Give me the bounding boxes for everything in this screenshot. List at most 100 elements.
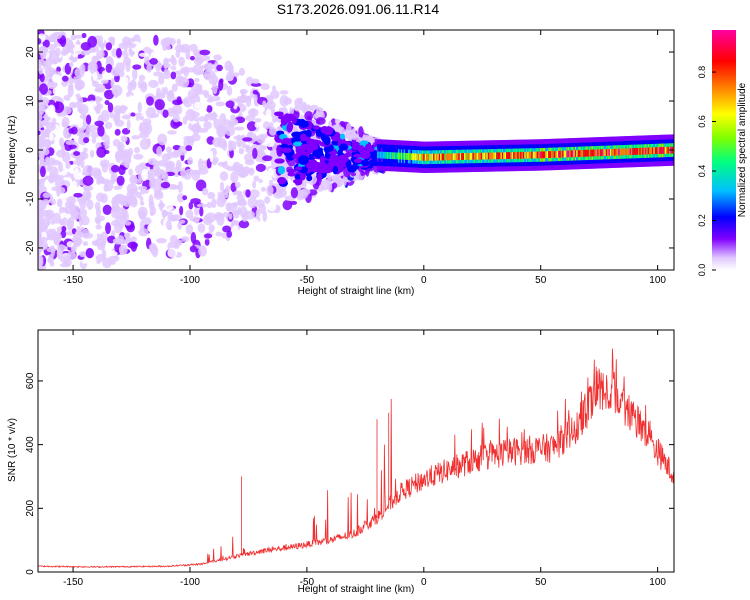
- heatmap-blob: [62, 217, 68, 227]
- heatmap-blob: [126, 119, 131, 131]
- heatmap-blob: [87, 100, 98, 107]
- heatmap-blob: [201, 89, 209, 96]
- colorbar-tick-label: 0.8: [697, 66, 707, 79]
- heatmap-blob: [38, 37, 42, 45]
- heatmap-blob: [172, 99, 183, 106]
- heatmap-blob: [248, 108, 259, 117]
- heatmap-line-cell: [649, 147, 652, 155]
- heatmap-blob: [49, 132, 54, 142]
- heatmap-line-cell: [637, 147, 641, 155]
- heatmap-blob: [198, 245, 207, 257]
- heatmap-line-cell: [421, 153, 425, 161]
- heatmap-blob: [163, 63, 171, 69]
- heatmap-blob: [90, 131, 100, 138]
- heatmap-blob: [80, 42, 92, 51]
- heatmap-blob: [358, 126, 364, 138]
- heatmap-line-cell: [441, 153, 444, 161]
- heatmap-line-cell: [647, 147, 651, 155]
- heatmap-line-cell: [560, 150, 564, 158]
- heatmap-line-cell: [597, 149, 600, 157]
- heatmap-blob: [258, 178, 263, 184]
- heatmap-blob: [131, 135, 141, 140]
- snr-ytick-label: 200: [25, 500, 36, 517]
- heatmap-blob: [266, 101, 276, 110]
- heatmap-blob: [83, 147, 88, 153]
- heatmap-blob: [219, 125, 227, 135]
- heatmap-blob: [260, 144, 267, 151]
- heatmap-line-cell: [391, 152, 394, 160]
- heatmap-blob: [147, 158, 158, 166]
- heatmap-blob: [79, 63, 86, 74]
- heatmap-blob: [138, 115, 145, 121]
- heatmap-blob: [81, 32, 87, 39]
- heatmap-blob: [50, 198, 57, 206]
- heatmap-line-cell: [518, 151, 521, 159]
- heatmap-line-cell: [504, 152, 507, 160]
- heatmap-line-cell: [440, 153, 443, 161]
- heatmap-blob: [162, 171, 169, 182]
- heatmap-blob: [299, 133, 307, 141]
- heatmap-blob: [96, 146, 107, 158]
- heatmap-line-cell: [656, 147, 659, 155]
- heatmap-blob: [255, 163, 266, 172]
- heatmap-blob: [253, 93, 258, 106]
- heatmap-blob: [225, 100, 235, 108]
- heatmap-blob: [50, 220, 55, 225]
- heatmap-blob: [107, 102, 114, 113]
- heatmap-line-cell: [490, 152, 493, 160]
- heatmap-blob: [342, 174, 347, 186]
- heatmap-blob: [121, 36, 131, 46]
- heatmap-line-cell: [595, 149, 599, 157]
- heatmap-blob: [46, 247, 57, 253]
- heatmap-blob: [73, 151, 81, 156]
- heatmap-blob: [51, 186, 61, 192]
- snr-plot-area: [38, 330, 674, 572]
- heatmap-blob: [210, 95, 221, 102]
- heatmap-blob: [178, 145, 188, 156]
- heatmap-blob: [215, 231, 223, 237]
- heatmap-blob: [253, 175, 260, 182]
- figure-title: S173.2026.091.06.11.R14: [277, 1, 440, 17]
- heatmap-blob: [247, 95, 252, 102]
- heatmap-line-cell: [600, 149, 603, 157]
- heatmap-blob: [119, 76, 129, 87]
- heatmap-blob: [286, 123, 293, 133]
- heatmap-line-cell: [629, 148, 632, 156]
- heatmap-line-cell: [657, 147, 660, 155]
- snr-ytick-label: 600: [25, 372, 36, 389]
- heatmap-line-cell: [396, 152, 399, 160]
- heatmap-blob: [286, 168, 298, 174]
- heatmap-blob: [92, 71, 98, 81]
- heatmap-ytick-label: 20: [25, 46, 36, 58]
- heatmap-blob: [223, 119, 231, 126]
- heatmap-line-cell: [381, 151, 384, 159]
- heatmap-line-cell: [559, 150, 562, 158]
- heatmap-blob: [293, 141, 303, 147]
- heatmap-line-cell: [521, 151, 524, 159]
- heatmap-blob: [73, 167, 80, 180]
- heatmap-blob: [44, 65, 54, 77]
- heatmap-line-cell: [601, 149, 604, 157]
- heatmap-blob: [108, 260, 116, 265]
- colorbar-tick-label: 0.0: [697, 264, 707, 277]
- heatmap-line-cell: [499, 152, 502, 160]
- heatmap-blob: [73, 192, 83, 198]
- heatmap-line-cell: [426, 153, 429, 161]
- heatmap-blob: [161, 209, 167, 219]
- heatmap-blob: [196, 203, 208, 208]
- heatmap-blob: [211, 80, 218, 85]
- heatmap-blob: [353, 158, 364, 164]
- heatmap-blob: [234, 181, 241, 189]
- heatmap-blob: [213, 54, 222, 61]
- heatmap-line-cell: [379, 151, 383, 159]
- heatmap-blob: [289, 107, 295, 115]
- heatmap-line-cell: [666, 146, 669, 154]
- heatmap-line-cell: [590, 149, 593, 157]
- heatmap-blob: [45, 121, 56, 132]
- heatmap-blob: [47, 213, 54, 221]
- heatmap-blob: [331, 182, 338, 189]
- heatmap-blob: [95, 207, 102, 218]
- heatmap-blob: [231, 225, 239, 238]
- heatmap-blob: [104, 100, 110, 106]
- heatmap-blob: [202, 215, 213, 226]
